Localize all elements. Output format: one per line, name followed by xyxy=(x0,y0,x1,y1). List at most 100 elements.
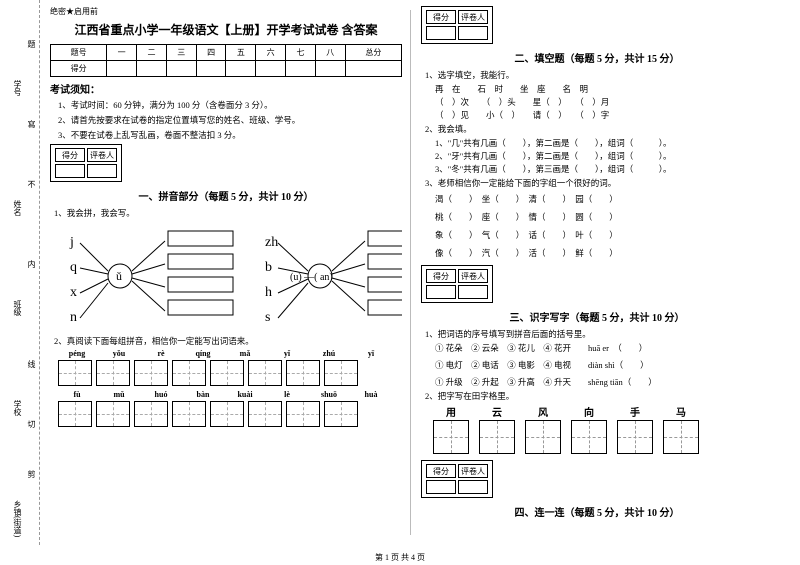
tian-cell xyxy=(324,360,358,386)
char: 云 xyxy=(479,404,515,419)
mark-c1: 得分 xyxy=(426,10,456,24)
section1-title: 一、拼音部分（每题 5 分，共计 10 分） xyxy=(50,188,402,203)
py: rè xyxy=(142,349,180,358)
mark-c1: 得分 xyxy=(426,464,456,478)
section4-title: 四、连一连（每题 5 分，共计 10 分） xyxy=(421,504,773,519)
s3-q2: 2、把字写在田字格里。 xyxy=(425,390,773,402)
score-col: 八 xyxy=(315,45,345,61)
tian-cell xyxy=(96,360,130,386)
py: yǐ xyxy=(268,349,306,358)
s1-q1: 1、我会拼，我会写。 xyxy=(54,207,402,219)
py: qíng xyxy=(184,349,222,358)
s3-q1r: ① 花朵 ② 云朵 ③ 花儿 ④ 花开 huā er （ ） xyxy=(435,342,773,354)
tian-cell xyxy=(134,360,168,386)
tian-cell xyxy=(248,360,282,386)
s2-q2r: 2、"牙"共有几画（ ），第二画是（ ），组词（ ）。 xyxy=(435,150,773,162)
notice-item: 2、请首先按要求在试卷的指定位置填写您的姓名、班级、学号。 xyxy=(58,114,402,126)
svg-text:j: j xyxy=(69,235,74,250)
score-col: 五 xyxy=(226,45,256,61)
svg-text:ǔ: ǔ xyxy=(116,269,122,283)
side-label: 班级 xyxy=(12,300,23,316)
char: 向 xyxy=(571,404,607,419)
py: bàn xyxy=(184,390,222,399)
svg-text:n: n xyxy=(70,310,77,325)
side-label: 姓名 xyxy=(12,200,23,216)
tian-cell xyxy=(210,401,244,427)
s2-q1r: 再 在 石 时 坐 座 名 明 xyxy=(435,83,773,95)
svg-text:s: s xyxy=(265,310,270,325)
tian-big xyxy=(433,420,469,454)
py: mǎ xyxy=(226,349,264,358)
tian-big xyxy=(479,420,515,454)
mark-table: 得分 评卷人 xyxy=(421,460,493,498)
s1-q2: 2、真阅读下面每组拼音，相信你一定能写出词语来。 xyxy=(54,335,402,347)
s2-q1r: （ ）见 小（ ） 请（ ） （ ）字 xyxy=(435,109,773,121)
tian-cell xyxy=(286,401,320,427)
tian-cell xyxy=(58,401,92,427)
tian-cell xyxy=(210,360,244,386)
tian-cell xyxy=(96,401,130,427)
py: mǔ xyxy=(100,390,138,399)
pinyin-diagram: j q x n ǔ zh b h s (u) —( an) xyxy=(50,221,402,331)
side-label: 学号 xyxy=(12,80,23,96)
tian-cell xyxy=(286,360,320,386)
page-title: 江西省重点小学一年级语文【上册】开学考试试卷 含答案 xyxy=(50,21,402,38)
s3-q1: 1、把词语的序号填写到拼音后面的括号里。 xyxy=(425,328,773,340)
side-label: 学校 xyxy=(12,400,23,416)
secret-label: 绝密★启用前 xyxy=(50,6,402,17)
score-table: 题号 一 二 三 四 五 六 七 八 总分 得分 xyxy=(50,44,402,77)
notice-item: 1、考试时间：60 分钟，满分为 100 分（含卷面分 3 分）。 xyxy=(58,99,402,111)
section2-title: 二、填空题（每题 5 分，共计 15 分） xyxy=(421,50,773,65)
py: huà xyxy=(352,390,390,399)
tian-big xyxy=(571,420,607,454)
score-row2: 得分 xyxy=(51,61,107,77)
notice-head: 考试须知： xyxy=(50,81,402,96)
mark-table: 得分 评卷人 xyxy=(421,265,493,303)
py: péng xyxy=(58,349,96,358)
tian-cell xyxy=(134,401,168,427)
notice-item: 3、不要在试卷上乱写乱画，卷面不整洁扣 3 分。 xyxy=(58,129,402,141)
s2-q3r: 桃（ ） 座（ ） 情（ ） 圆（ ） xyxy=(435,211,773,223)
s2-q2r: 1、"几"共有几画（ ），第二画是（ ），组词（ ）。 xyxy=(435,137,773,149)
cut-mark: 不 xyxy=(26,180,37,188)
mark-table: 得分 评卷人 xyxy=(421,6,493,44)
py: yī xyxy=(352,349,390,358)
svg-text:h: h xyxy=(265,285,272,300)
py: zhú xyxy=(310,349,348,358)
py: huó xyxy=(142,390,180,399)
mark-c2: 评卷人 xyxy=(458,10,488,24)
char: 马 xyxy=(663,404,699,419)
s2-q1: 1、选字填空，我能行。 xyxy=(425,69,773,81)
char: 手 xyxy=(617,404,653,419)
py: kuài xyxy=(226,390,264,399)
score-col: 二 xyxy=(137,45,167,61)
score-col: 六 xyxy=(256,45,286,61)
tian-big xyxy=(525,420,561,454)
s2-q3r: 像（ ） 汽（ ） 活（ ） 鲜（ ） xyxy=(435,247,773,259)
score-col: 一 xyxy=(107,45,137,61)
svg-text:zh: zh xyxy=(265,235,278,250)
s2-q3: 3、老师相信你一定能给下面的字组一个很好的词。 xyxy=(425,177,773,189)
tian-big xyxy=(663,420,699,454)
cut-mark: 线 xyxy=(26,360,37,368)
s2-q3r: 渴（ ） 坐（ ） 清（ ） 园（ ） xyxy=(435,193,773,205)
side-label: 乡镇(街道) xyxy=(12,500,23,537)
py: lè xyxy=(268,390,306,399)
svg-text:x: x xyxy=(70,285,77,300)
s3-q1r: ① 电灯 ② 电话 ③ 电影 ④ 电视 diàn shì（ ） xyxy=(435,359,773,371)
py: shuō xyxy=(310,390,348,399)
cut-mark: 切 xyxy=(26,420,37,428)
mark-c2: 评卷人 xyxy=(87,148,117,162)
score-col: 七 xyxy=(286,45,316,61)
svg-text:q: q xyxy=(70,260,77,275)
cut-mark: 题 xyxy=(26,40,37,48)
page-footer: 第 1 页 共 4 页 xyxy=(0,552,800,563)
score-col: 三 xyxy=(166,45,196,61)
svg-text:b: b xyxy=(265,260,272,275)
cut-mark: 剪 xyxy=(26,470,37,478)
svg-text:(u) —( an): (u) —( an) xyxy=(290,272,333,283)
py: yǒu xyxy=(100,349,138,358)
char: 风 xyxy=(525,404,561,419)
mark-c2: 评卷人 xyxy=(458,464,488,478)
py: fù xyxy=(58,390,96,399)
